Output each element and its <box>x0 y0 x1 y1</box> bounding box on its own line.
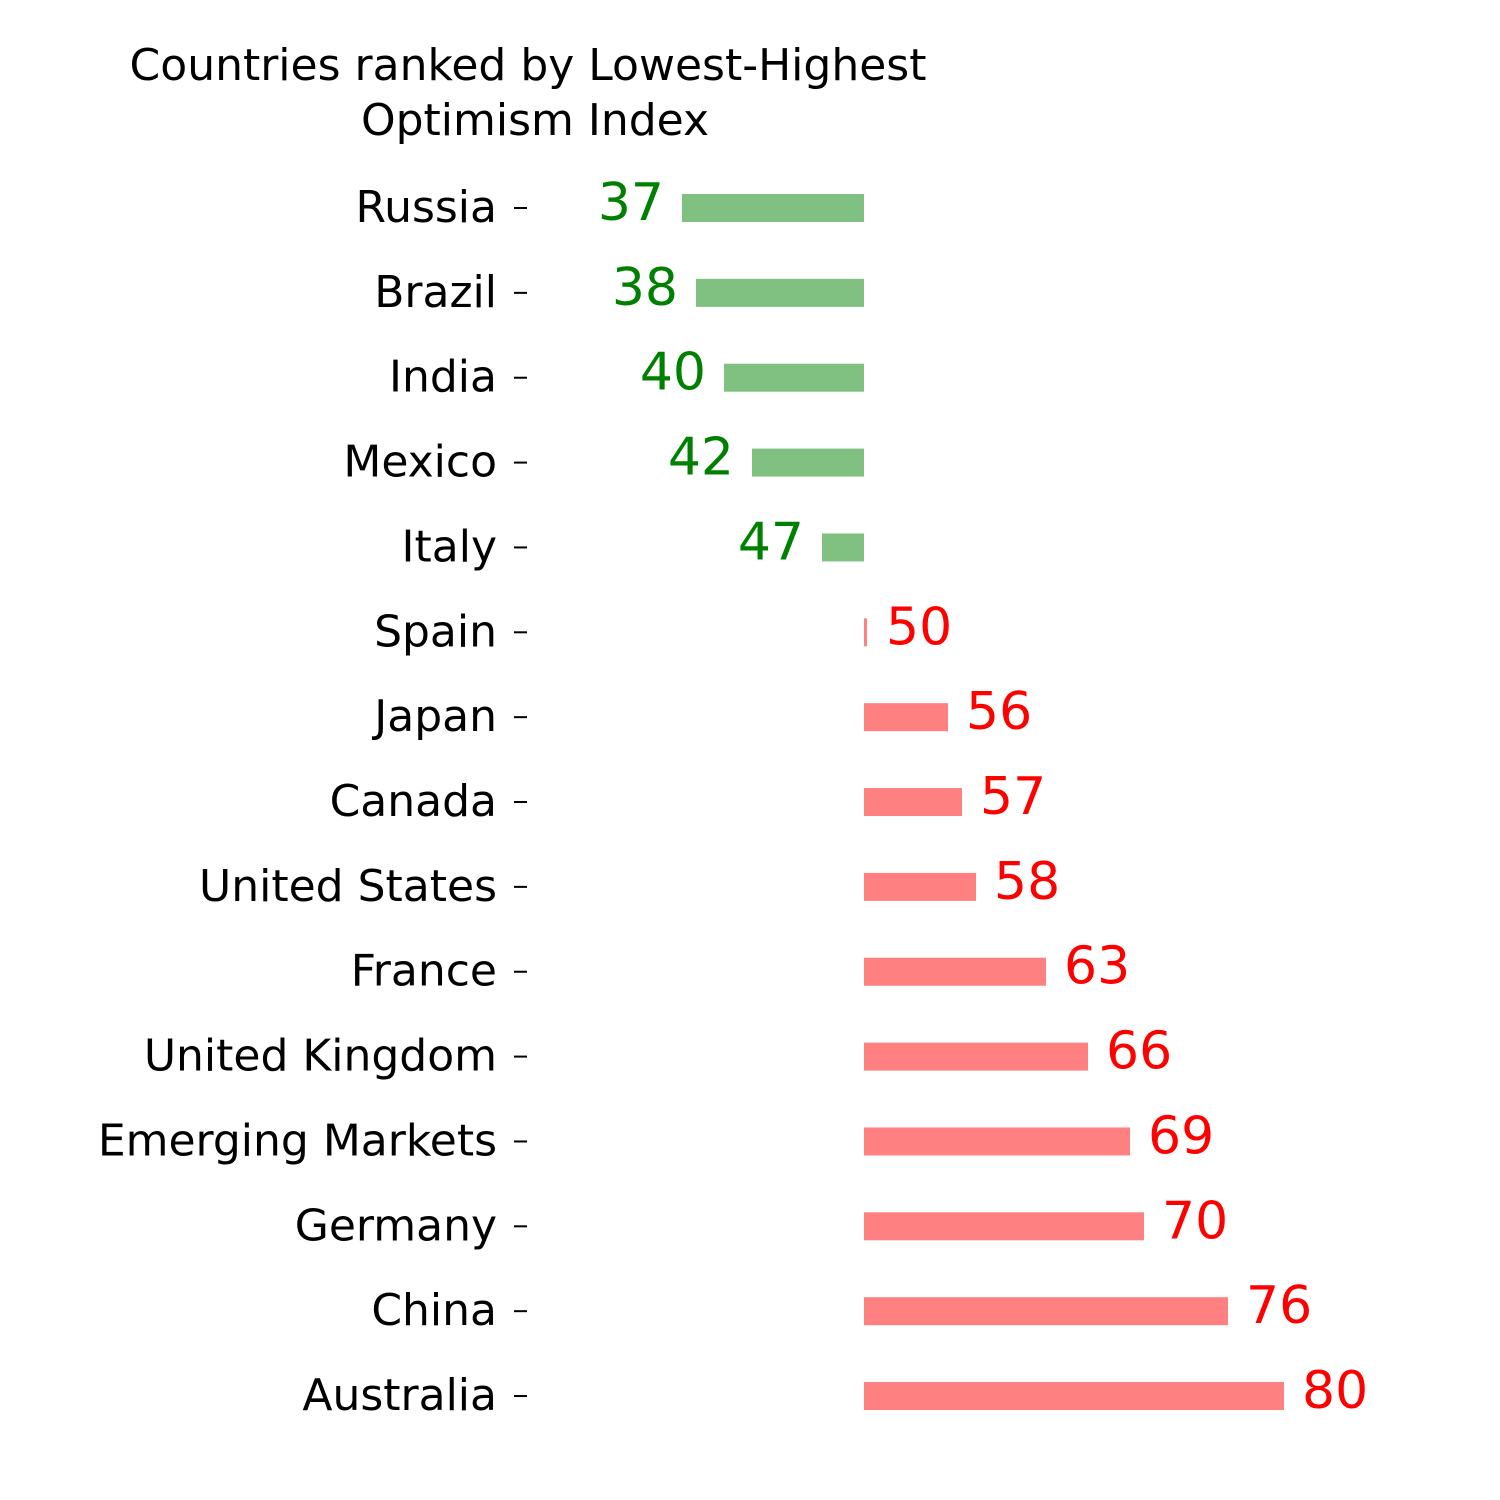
bar <box>822 533 864 562</box>
value-label: 58 <box>994 852 1060 912</box>
y-tick-label: Germany <box>295 1200 497 1251</box>
value-label: 66 <box>1106 1022 1172 1082</box>
value-label: 42 <box>668 428 734 488</box>
bar <box>752 448 864 477</box>
bar <box>864 1297 1228 1326</box>
value-label: 47 <box>738 512 804 572</box>
y-tick-label: Japan <box>371 691 497 742</box>
value-label: 76 <box>1246 1276 1312 1336</box>
bar <box>864 618 867 647</box>
y-tick-label: India <box>389 352 497 403</box>
y-tick-label: Italy <box>402 521 497 572</box>
bar <box>682 194 864 222</box>
y-tick-label: Emerging Markets <box>98 1115 497 1166</box>
value-label: 50 <box>886 597 952 657</box>
bar <box>696 278 864 307</box>
y-tick-label: Mexico <box>343 437 497 488</box>
bar <box>864 1212 1144 1241</box>
bar <box>724 363 864 392</box>
value-label: 56 <box>966 682 1032 742</box>
y-tick-label: Russia <box>355 182 497 233</box>
bar <box>864 872 976 901</box>
bar <box>864 788 962 817</box>
chart-title: Optimism Index <box>361 95 709 146</box>
bar <box>864 703 948 732</box>
y-tick-label: Canada <box>330 776 497 827</box>
y-tick-label: Spain <box>374 606 497 657</box>
bar <box>864 1042 1088 1071</box>
bar <box>864 1127 1130 1156</box>
bar <box>864 957 1046 986</box>
y-tick-label: France <box>351 946 497 997</box>
bar <box>864 1382 1284 1411</box>
value-label: 40 <box>640 343 706 403</box>
value-label: 80 <box>1302 1361 1368 1421</box>
chart-title: Countries ranked by Lowest-Highest <box>130 40 927 91</box>
value-label: 63 <box>1064 937 1130 997</box>
value-label: 69 <box>1148 1106 1214 1166</box>
y-tick-label: Australia <box>302 1370 497 1421</box>
value-label: 70 <box>1162 1191 1228 1251</box>
value-label: 57 <box>980 767 1046 827</box>
value-label: 37 <box>598 173 664 233</box>
value-label: 38 <box>612 258 678 318</box>
y-tick-label: United States <box>199 861 497 912</box>
y-tick-label: United Kingdom <box>144 1031 497 1082</box>
y-tick-label: China <box>371 1285 497 1336</box>
y-tick-label: Brazil <box>374 267 497 318</box>
